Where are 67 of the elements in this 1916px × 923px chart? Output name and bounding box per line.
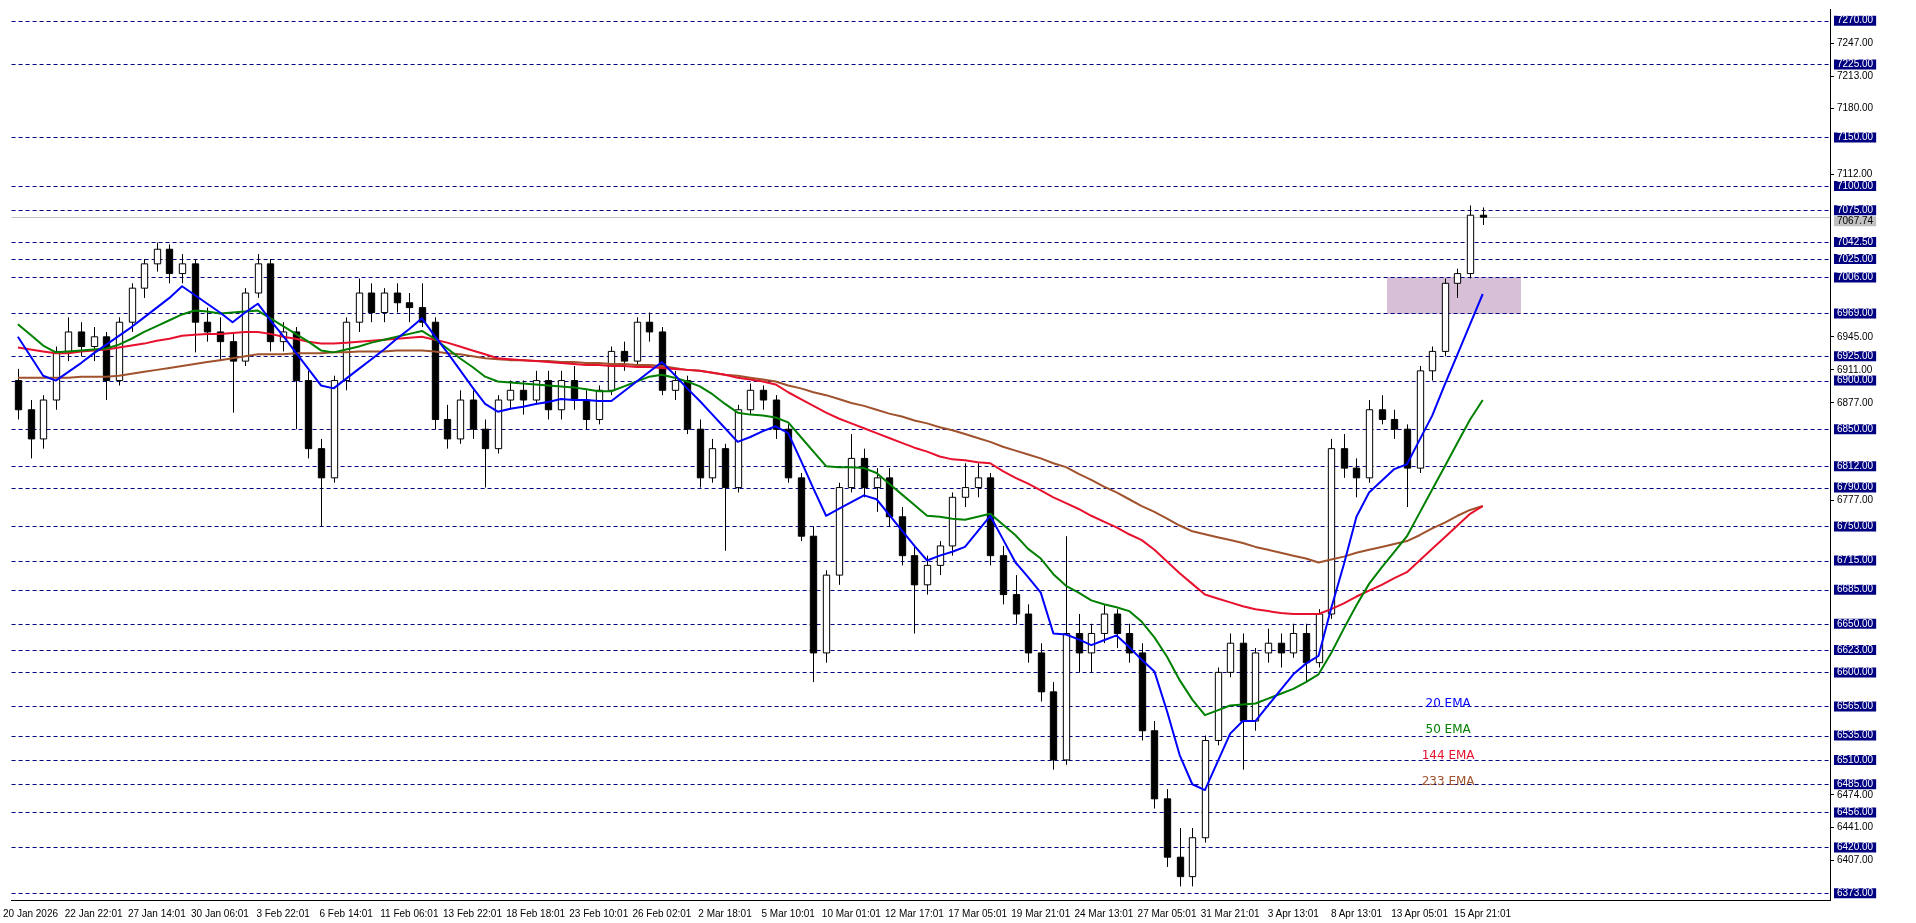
text: 20 EMA <box>1425 696 1472 711</box>
x-tick-label: 12 Mar 17:01 <box>885 907 945 919</box>
x-tick-label: 2 Mar 18:01 <box>698 907 753 919</box>
ref-line-label: 7075.00 <box>1837 204 1874 216</box>
ref-line-label: 6623.00 <box>1837 643 1874 655</box>
x-tick-label: 11 Feb 06:01 <box>380 907 439 919</box>
ref-line-label: 6715.00 <box>1837 554 1874 566</box>
x-tick-label: 3 Feb 22:01 <box>256 907 311 919</box>
ref-line-label: 6650.00 <box>1837 617 1874 629</box>
ref-line-label: 6456.00 <box>1837 806 1874 818</box>
y-tick-label: 6474.00 <box>1837 788 1874 800</box>
ref-line-label: 6925.00 <box>1837 350 1874 362</box>
y-tick-label: 6441.00 <box>1837 820 1874 832</box>
ref-line-label: 6685.00 <box>1837 583 1874 595</box>
ref-line-label: 6600.00 <box>1837 666 1874 678</box>
y-tick-label: 7213.00 <box>1837 69 1874 81</box>
ref-line-label: 6373.00 <box>1837 886 1874 898</box>
ref-line-label: 6900.00 <box>1837 374 1874 386</box>
y-tick-label: 6945.00 <box>1837 330 1874 342</box>
ref-line-label: 6420.00 <box>1837 841 1874 853</box>
ref-line-label: 6565.00 <box>1837 700 1874 712</box>
ref-line-label: 7100.00 <box>1837 179 1874 191</box>
x-tick-label: 18 Feb 18:01 <box>506 907 566 919</box>
ref-line-label: 6485.00 <box>1837 778 1874 789</box>
y-tick-label: 7247.00 <box>1837 36 1874 48</box>
ref-line-label: 6850.00 <box>1837 422 1874 434</box>
y-tick-label: 6407.00 <box>1837 853 1874 865</box>
ref-line-label: 7225.00 <box>1837 58 1874 70</box>
x-tick-label: 24 Mar 13:01 <box>1074 907 1134 919</box>
x-tick-label: 30 Jan 06:01 <box>191 907 250 919</box>
text: 233 EMA <box>1421 774 1476 789</box>
x-tick-label: 3 Apr 13:01 <box>1267 907 1320 919</box>
ref-line-label: 7067.74 <box>1837 215 1874 227</box>
ref-line-label: 6969.00 <box>1837 307 1874 319</box>
x-tick-label: 13 Feb 22:01 <box>443 907 503 919</box>
ref-line-label: 6790.00 <box>1837 481 1874 493</box>
ref-line-label: 6510.00 <box>1837 753 1874 765</box>
ref-line-label: 7150.00 <box>1837 131 1874 143</box>
x-tick-label: 19 Mar 21:01 <box>1011 907 1071 919</box>
x-tick-label: 17 Mar 05:01 <box>948 907 1008 919</box>
text: 50 EMA <box>1425 722 1472 737</box>
ref-line-label: 6812.00 <box>1837 459 1874 471</box>
y-tick-label: 7180.00 <box>1837 101 1874 113</box>
ref-line-label: 7270.00 <box>1837 14 1874 26</box>
x-tick-label: 31 Mar 21:01 <box>1200 907 1261 919</box>
x-tick-label: 22 Jan 22:01 <box>64 907 124 919</box>
x-tick-label: 23 Feb 10:01 <box>569 907 629 919</box>
x-tick-label: 10 Mar 01:01 <box>821 907 882 919</box>
ref-line-label: 7025.00 <box>1837 252 1874 264</box>
ref-line-label: 6750.00 <box>1837 520 1874 532</box>
x-tick-label: 27 Mar 05:01 <box>1137 907 1197 919</box>
y-tick-label: 7112.00 <box>1837 168 1873 180</box>
x-tick-label: 15 Apr 21:01 <box>1454 907 1512 919</box>
y-tick-label: 6877.00 <box>1837 396 1874 408</box>
x-tick-label: 26 Feb 02:01 <box>632 907 692 919</box>
ref-line-label: 7042.50 <box>1837 235 1874 247</box>
x-tick-label: 8 Apr 13:01 <box>1330 907 1383 919</box>
x-tick-label: 6 Feb 14:01 <box>319 907 374 919</box>
x-tick-label: 20 Jan 2026 <box>2 907 59 919</box>
x-tick-label: 5 Mar 10:01 <box>761 907 816 919</box>
x-tick-label: 13 Apr 05:01 <box>1391 907 1449 919</box>
x-tick-label: 27 Jan 14:01 <box>127 907 187 919</box>
ref-line-label: 7006.00 <box>1837 271 1874 283</box>
y-tick-label: 6777.00 <box>1837 493 1874 505</box>
y-tick-label: 6911.00 <box>1837 363 1873 375</box>
ref-line-label: 6535.00 <box>1837 729 1874 741</box>
text: 144 EMA <box>1421 748 1476 763</box>
